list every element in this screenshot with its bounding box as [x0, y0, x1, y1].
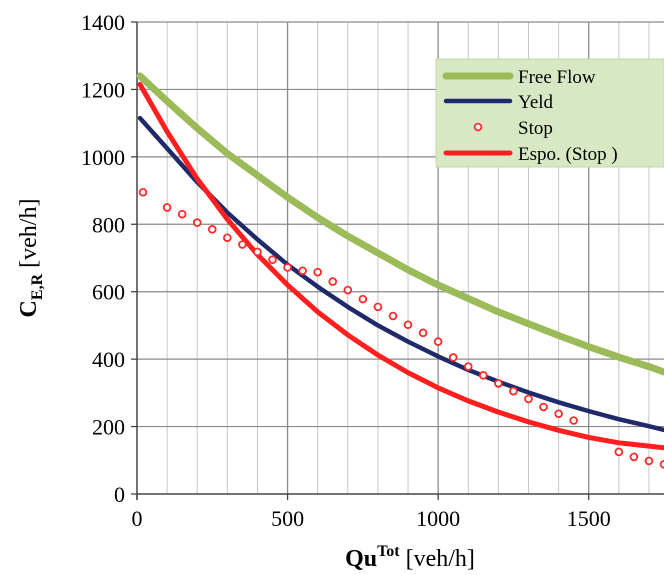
stop-point	[268, 255, 277, 264]
y-axis-title: CE,R [veh/h]	[16, 199, 46, 318]
stop-point	[162, 203, 172, 212]
stop-point	[388, 311, 398, 321]
legend-label-2: Stop	[518, 118, 553, 139]
legend-label-1: Yeld	[518, 92, 554, 113]
x-tick-label: 1000	[416, 506, 460, 531]
y-tick-label: 1200	[81, 77, 125, 102]
stop-point	[463, 362, 473, 371]
series-layer	[136, 72, 664, 469]
stop-point	[358, 294, 368, 304]
stop-point	[328, 277, 338, 286]
stop-point	[554, 409, 563, 419]
y-tick-label: 0	[114, 482, 125, 507]
stop-point	[614, 447, 624, 457]
stop-point	[192, 218, 202, 227]
stop-point	[629, 452, 639, 462]
stop-point	[479, 371, 488, 380]
stop-point	[283, 263, 292, 272]
stop-point	[298, 266, 307, 276]
stop-point	[524, 394, 533, 404]
stop-point	[223, 233, 232, 243]
legend: Free Flow Yeld Stop Espo. (Stop )	[435, 58, 664, 168]
stop-point	[373, 302, 383, 312]
stop-point	[418, 328, 428, 338]
x-tick-label: 1500	[567, 506, 611, 531]
stop-point	[238, 240, 247, 249]
series-line-3	[137, 81, 664, 451]
stop-point	[403, 320, 413, 330]
stop-point	[138, 187, 148, 197]
y-tick-label: 200	[92, 415, 125, 440]
stop-point	[448, 353, 458, 362]
stop-point	[644, 456, 654, 466]
axes	[131, 21, 664, 500]
stop-point	[569, 416, 578, 425]
x-axis-title: QuTot [veh/h]	[345, 543, 475, 572]
stop-point	[207, 225, 217, 234]
tick-labels: 0 200 400 600 800 1000 1200 1400 0 500 1000 1500	[81, 10, 611, 531]
stop-point	[494, 379, 503, 388]
legend-label-3: Espo. (Stop )	[518, 144, 618, 165]
stop-point	[433, 337, 443, 346]
stop-point	[177, 209, 187, 219]
stop-point	[343, 285, 353, 295]
legend-label-0: Free Flow	[518, 67, 596, 88]
legend-swatch-2	[473, 122, 483, 132]
stop-point	[659, 460, 664, 469]
stop-point	[509, 386, 518, 396]
stop-point	[539, 402, 548, 412]
x-tick-label: 0	[132, 506, 143, 531]
stop-point	[313, 267, 322, 277]
stop-point	[253, 247, 262, 257]
y-tick-label: 400	[92, 347, 125, 372]
y-tick-label: 1400	[81, 10, 125, 35]
series-line-1	[137, 115, 664, 433]
y-tick-label: 1000	[81, 145, 125, 170]
x-tick-label: 500	[271, 506, 304, 531]
y-tick-label: 600	[92, 280, 125, 305]
y-tick-label: 800	[92, 212, 125, 237]
series-line-0	[136, 72, 664, 376]
